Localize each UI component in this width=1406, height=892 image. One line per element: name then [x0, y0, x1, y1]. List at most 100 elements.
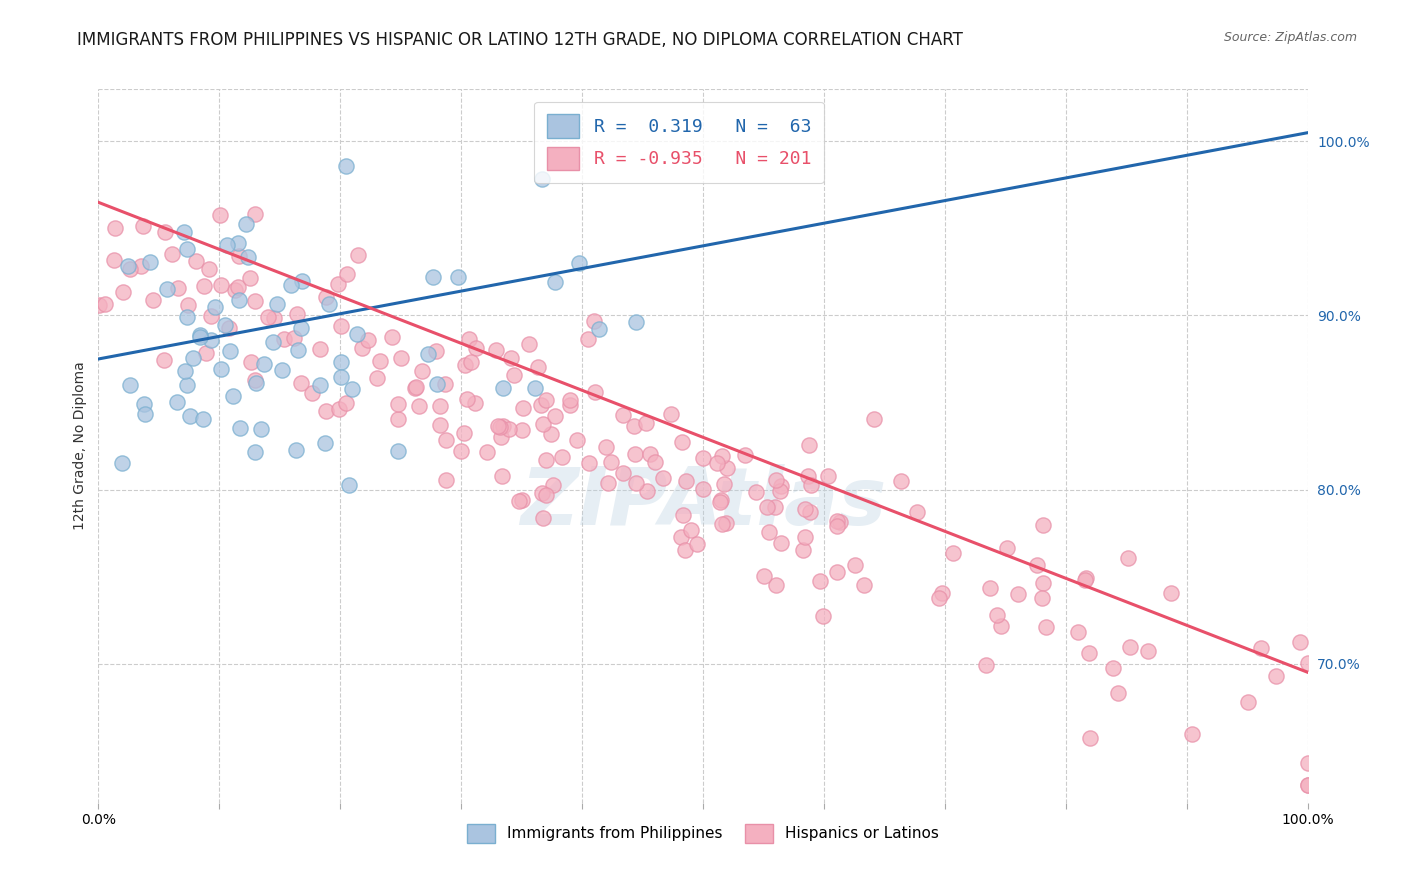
Point	[263, 310, 285, 325]
Point	[512, 401, 534, 416]
Point	[990, 619, 1012, 633]
Point	[366, 371, 388, 385]
Point	[176, 242, 198, 256]
Point	[250, 421, 273, 435]
Point	[659, 407, 682, 421]
Point	[176, 310, 198, 324]
Point	[531, 511, 554, 525]
Point	[404, 381, 426, 395]
Point	[228, 421, 250, 435]
Point	[93, 297, 115, 311]
Point	[314, 435, 336, 450]
Point	[301, 385, 323, 400]
Point	[530, 398, 553, 412]
Point	[87, 298, 110, 312]
Point	[142, 293, 165, 307]
Point	[329, 369, 352, 384]
Point	[844, 558, 866, 572]
Point	[209, 278, 232, 293]
Point	[339, 478, 361, 492]
Point	[675, 474, 697, 488]
Point	[644, 455, 666, 469]
Point	[710, 516, 733, 531]
Point	[434, 376, 457, 391]
Point	[799, 438, 821, 452]
Point	[716, 516, 738, 530]
Point	[166, 394, 188, 409]
Point	[347, 248, 370, 262]
Point	[352, 341, 374, 355]
Point	[245, 445, 267, 459]
Point	[1296, 778, 1319, 792]
Point	[434, 434, 457, 448]
Point	[240, 355, 263, 369]
Point	[239, 271, 262, 285]
Point	[214, 318, 236, 333]
Point	[863, 412, 886, 426]
Point	[763, 500, 786, 514]
Point	[336, 267, 359, 281]
Point	[811, 609, 834, 624]
Point	[118, 377, 141, 392]
Point	[357, 334, 380, 348]
Point	[626, 475, 648, 490]
Point	[744, 485, 766, 500]
Point	[905, 506, 928, 520]
Point	[280, 277, 302, 292]
Point	[208, 208, 231, 222]
Point	[817, 469, 839, 483]
Point	[583, 385, 606, 400]
Point	[942, 546, 965, 560]
Point	[797, 469, 820, 483]
Point	[1066, 625, 1088, 640]
Point	[770, 479, 793, 493]
Point	[1137, 644, 1160, 658]
Point	[600, 455, 623, 469]
Point	[198, 262, 221, 277]
Point	[578, 456, 600, 470]
Point	[215, 237, 238, 252]
Point	[200, 309, 222, 323]
Point	[153, 352, 176, 367]
Point	[315, 290, 337, 304]
Point	[243, 207, 266, 221]
Point	[485, 343, 508, 357]
Point	[492, 381, 515, 395]
Point	[270, 363, 292, 377]
Point	[381, 330, 404, 344]
Point	[315, 404, 337, 418]
Point	[623, 447, 645, 461]
Point	[1025, 558, 1047, 572]
Point	[595, 440, 617, 454]
Point	[188, 330, 211, 344]
Point	[793, 501, 815, 516]
Point	[498, 422, 520, 436]
Point	[132, 219, 155, 234]
Point	[534, 392, 557, 407]
Point	[808, 574, 831, 588]
Point	[825, 565, 848, 579]
Point	[328, 401, 350, 416]
Point	[266, 297, 288, 311]
Point	[117, 259, 139, 273]
Point	[224, 284, 246, 298]
Point	[387, 397, 409, 411]
Text: Source: ZipAtlas.com: Source: ZipAtlas.com	[1223, 31, 1357, 45]
Point	[1250, 640, 1272, 655]
Point	[184, 253, 207, 268]
Text: ZIPAtlas: ZIPAtlas	[520, 464, 886, 542]
Point	[290, 376, 312, 390]
Point	[287, 343, 309, 358]
Point	[243, 373, 266, 387]
Point	[558, 398, 581, 412]
Point	[450, 443, 472, 458]
Point	[530, 172, 553, 186]
Point	[111, 456, 134, 470]
Point	[1296, 656, 1319, 670]
Point	[692, 483, 714, 497]
Point	[273, 332, 295, 346]
Point	[200, 333, 222, 347]
Point	[176, 378, 198, 392]
Point	[228, 293, 250, 307]
Point	[218, 320, 240, 334]
